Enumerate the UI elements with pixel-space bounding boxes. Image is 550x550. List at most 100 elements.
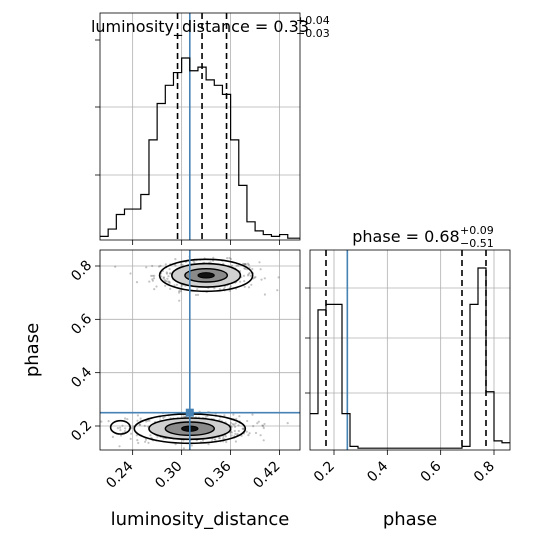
scatter-point: [243, 267, 246, 270]
ld-title-label: luminosity_distance = 0.33: [91, 17, 309, 37]
scatter-point: [261, 424, 264, 427]
scatter-point: [168, 272, 172, 275]
scatter-point: [136, 439, 139, 442]
x-axis-label-phase: phase: [383, 509, 437, 530]
ph-title-label: phase = 0.68: [352, 227, 459, 246]
scatter-point: [230, 264, 234, 267]
scatter-point: [148, 280, 151, 283]
x-axis-label-luminosity-distance: luminosity_distance: [111, 509, 290, 530]
scatter-point: [166, 277, 169, 280]
scatter-point: [169, 287, 172, 290]
scatter-point: [162, 416, 165, 419]
scatter-point: [247, 273, 250, 276]
scatter-point: [236, 433, 239, 436]
scatter-point: [254, 431, 258, 435]
scatter-point: [277, 276, 280, 279]
scatter-point: [223, 414, 226, 417]
scatter-point: [242, 427, 245, 430]
scatter-point: [235, 417, 238, 420]
scatter-point: [136, 419, 139, 422]
scatter-point: [218, 437, 221, 440]
joint-ytick-label-3: 0.8: [68, 258, 95, 285]
scatter-point: [153, 288, 156, 291]
scatter-point: [173, 284, 176, 287]
ld-title-plus: +0.04: [296, 14, 330, 27]
joint-frame: [99, 249, 301, 451]
contour-level-0: [158, 258, 254, 293]
scatter-point: [130, 432, 133, 435]
scatter-point: [232, 413, 235, 416]
scatter-point: [144, 438, 148, 441]
ld-title: luminosity_distance = 0.33: [91, 17, 309, 37]
joint-ytick-label-1: 0.4: [68, 364, 95, 391]
scatter-point: [178, 299, 181, 302]
scatter-point: [163, 278, 166, 281]
scatter-point: [254, 275, 257, 279]
scatter-point: [164, 263, 167, 266]
scatter-point: [165, 280, 168, 283]
scatter-point: [124, 427, 127, 430]
scatter-point: [259, 268, 262, 271]
scatter-point: [223, 285, 226, 288]
scatter-point: [243, 263, 246, 266]
scatter-point: [135, 281, 139, 284]
scatter-point: [181, 263, 184, 267]
ld-hist-step-line: [100, 57, 300, 239]
scatter-point: [244, 267, 247, 270]
scatter-point: [116, 427, 119, 430]
scatter-point: [159, 264, 162, 267]
scatter-point: [119, 426, 122, 429]
scatter-point: [234, 422, 237, 425]
scatter-point: [151, 274, 154, 277]
joint-xtick-label-1: 0.30: [152, 458, 185, 491]
scatter-point: [136, 414, 139, 417]
scatter-point: [151, 264, 154, 268]
scatter-point: [251, 267, 254, 271]
scatter-point: [276, 289, 279, 292]
scatter-point: [262, 424, 265, 428]
ph-hist-xtick-label-1: 0.4: [364, 458, 391, 485]
scatter-point: [196, 288, 199, 291]
scatter-point: [222, 435, 225, 438]
scatter-point: [151, 279, 154, 282]
scatter-point: [230, 431, 233, 434]
scatter-point: [180, 263, 183, 266]
scatter-point: [124, 417, 127, 420]
scatter-point: [138, 423, 141, 426]
scatter-point: [259, 434, 262, 437]
scatter-point: [237, 429, 240, 433]
scatter-point: [218, 288, 221, 291]
scatter-point: [218, 418, 221, 421]
scatter-point: [228, 289, 231, 292]
joint-ytick-label-0: 0.2: [68, 418, 95, 445]
scatter-point: [247, 263, 250, 266]
scatter-point: [248, 432, 251, 435]
scatter-point: [119, 434, 123, 437]
scatter-point: [214, 438, 217, 441]
scatter-point: [175, 283, 179, 286]
scatter-point: [252, 425, 255, 428]
scatter-point: [174, 258, 177, 261]
scatter-point: [243, 263, 246, 266]
scatter-point: [182, 447, 185, 450]
joint-xtick-label-2: 0.36: [201, 458, 234, 491]
scatter-point: [158, 265, 161, 268]
scatter-point: [242, 427, 245, 431]
joint-truth-lines: [100, 250, 300, 450]
ld-hist-ticks: [95, 39, 280, 245]
scatter-point: [286, 422, 289, 425]
scatter-point: [123, 430, 127, 433]
scatter-point: [237, 264, 240, 267]
scatter-point: [246, 419, 249, 423]
scatter-point: [174, 264, 177, 267]
ph-hist-xtick-label-2: 0.6: [418, 458, 445, 485]
scatter-point: [257, 420, 260, 423]
scatter-point: [162, 276, 166, 279]
scatter-point: [162, 277, 165, 280]
scatter-point: [145, 420, 148, 423]
scatter-point: [247, 434, 250, 437]
scatter-point: [168, 281, 171, 284]
scatter-point: [129, 437, 132, 440]
scatter-point: [213, 287, 216, 290]
